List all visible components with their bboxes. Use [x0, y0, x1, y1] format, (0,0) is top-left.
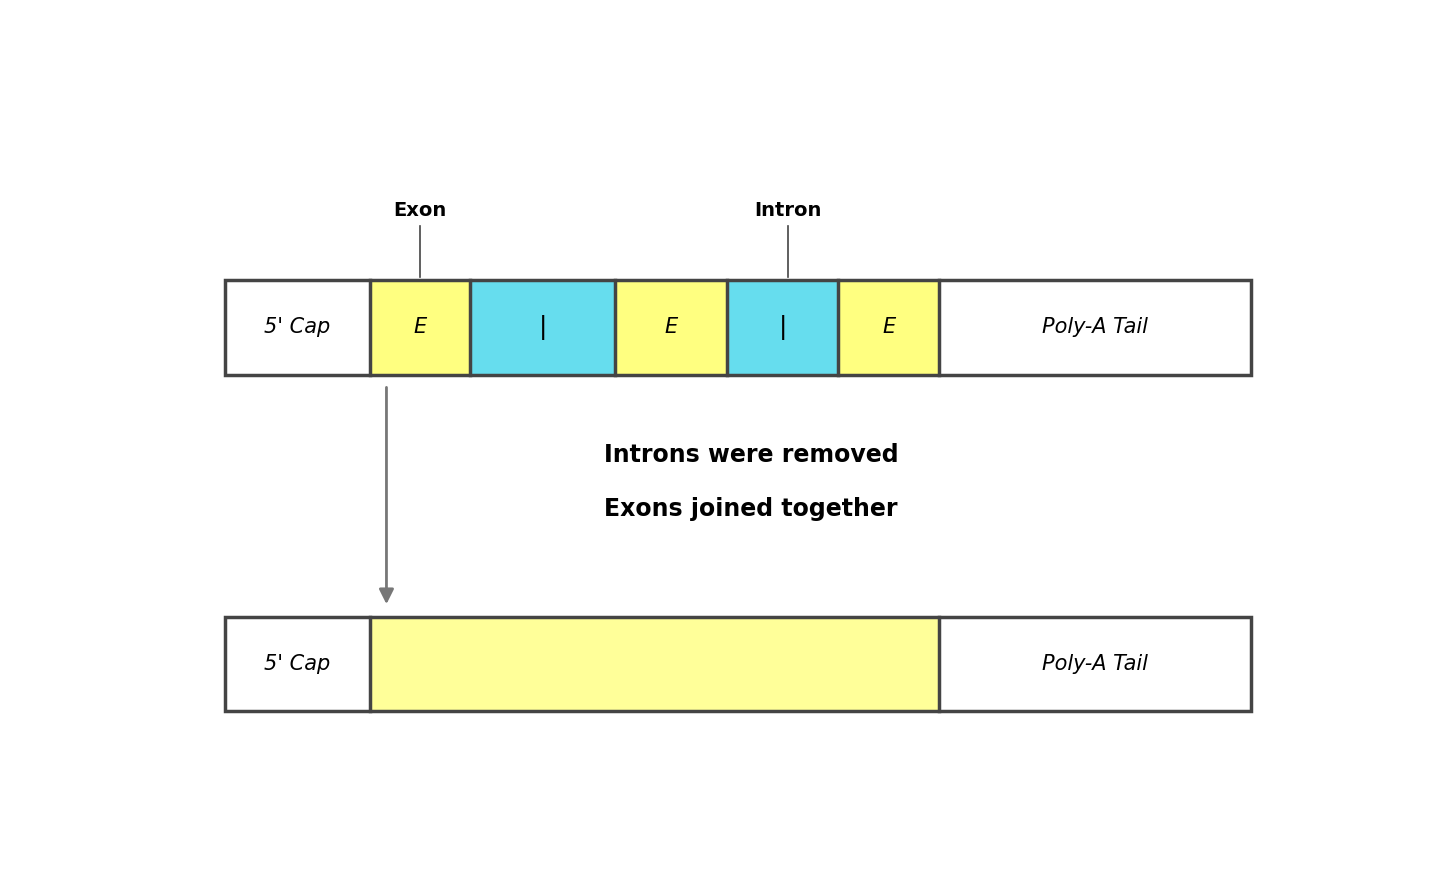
Text: Introns were removed: Introns were removed: [605, 444, 899, 467]
Bar: [838, 280, 939, 374]
Bar: [939, 280, 1251, 374]
Text: Exons joined together: Exons joined together: [605, 497, 897, 522]
Text: |: |: [539, 315, 547, 340]
Bar: [939, 617, 1251, 711]
Text: 5' Cap: 5' Cap: [264, 654, 330, 675]
Bar: [469, 280, 615, 374]
Bar: [370, 617, 939, 711]
Text: |: |: [779, 315, 786, 340]
Text: E: E: [883, 318, 896, 338]
Bar: [225, 280, 370, 374]
Text: Intron: Intron: [755, 200, 822, 220]
Text: Poly-A Tail: Poly-A Tail: [1043, 318, 1148, 338]
Text: Poly-A Tail: Poly-A Tail: [1043, 654, 1148, 675]
Bar: [225, 617, 370, 711]
Text: E: E: [413, 318, 426, 338]
Text: E: E: [664, 318, 678, 338]
Bar: [370, 280, 469, 374]
Text: Exon: Exon: [393, 200, 446, 220]
Bar: [727, 280, 838, 374]
Bar: [225, 617, 1251, 711]
Bar: [225, 280, 1251, 374]
Text: 5' Cap: 5' Cap: [264, 318, 330, 338]
Bar: [615, 280, 727, 374]
